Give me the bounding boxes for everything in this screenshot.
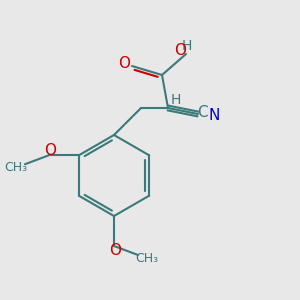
Text: CH₃: CH₃	[135, 251, 159, 265]
Text: CH₃: CH₃	[4, 161, 28, 174]
Text: O: O	[175, 44, 187, 59]
Text: C: C	[197, 105, 208, 120]
Text: O: O	[110, 243, 122, 258]
Text: H: H	[170, 94, 181, 107]
Text: O: O	[44, 143, 56, 158]
Text: N: N	[209, 108, 220, 123]
Text: O: O	[118, 56, 130, 70]
Text: H: H	[182, 40, 192, 53]
